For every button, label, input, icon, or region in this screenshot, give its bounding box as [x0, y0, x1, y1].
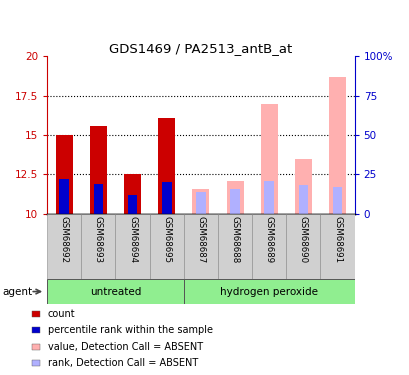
Text: untreated: untreated: [90, 286, 141, 297]
Bar: [162, 182, 171, 214]
Bar: [252, 214, 285, 279]
Bar: [183, 279, 354, 304]
Bar: [32, 311, 40, 317]
Text: GSM68693: GSM68693: [94, 216, 103, 263]
Text: GSM68687: GSM68687: [196, 216, 205, 263]
Bar: [47, 279, 183, 304]
Bar: [328, 77, 345, 214]
Bar: [47, 214, 81, 279]
Bar: [128, 195, 137, 214]
Text: percentile rank within the sample: percentile rank within the sample: [47, 325, 212, 335]
Bar: [81, 214, 115, 279]
Text: GSM68690: GSM68690: [298, 216, 307, 263]
Bar: [115, 214, 149, 279]
Text: agent: agent: [2, 286, 32, 297]
Text: GSM68691: GSM68691: [332, 216, 341, 263]
Bar: [56, 135, 72, 214]
Bar: [158, 118, 175, 214]
Bar: [260, 104, 277, 214]
Bar: [285, 214, 320, 279]
Bar: [183, 214, 218, 279]
Bar: [226, 181, 243, 214]
Bar: [32, 360, 40, 366]
Bar: [294, 159, 311, 214]
Text: GSM68695: GSM68695: [162, 216, 171, 263]
Bar: [32, 344, 40, 350]
Bar: [149, 214, 183, 279]
Text: count: count: [47, 309, 75, 319]
Bar: [90, 126, 107, 214]
Bar: [32, 327, 40, 333]
Text: GSM68694: GSM68694: [128, 216, 137, 263]
Text: rank, Detection Call = ABSENT: rank, Detection Call = ABSENT: [47, 358, 198, 368]
Bar: [320, 214, 354, 279]
Bar: [192, 189, 209, 214]
Bar: [124, 174, 141, 214]
Text: hydrogen peroxide: hydrogen peroxide: [220, 286, 317, 297]
Text: GSM68692: GSM68692: [60, 216, 69, 263]
Bar: [196, 192, 205, 214]
Bar: [218, 214, 252, 279]
Text: GSM68689: GSM68689: [264, 216, 273, 263]
Bar: [59, 179, 69, 214]
Bar: [264, 181, 273, 214]
Text: value, Detection Call = ABSENT: value, Detection Call = ABSENT: [47, 342, 202, 352]
Bar: [298, 185, 308, 214]
Bar: [93, 184, 103, 214]
Bar: [332, 187, 342, 214]
Title: GDS1469 / PA2513_antB_at: GDS1469 / PA2513_antB_at: [109, 42, 292, 55]
Text: GSM68688: GSM68688: [230, 216, 239, 263]
Bar: [230, 189, 239, 214]
